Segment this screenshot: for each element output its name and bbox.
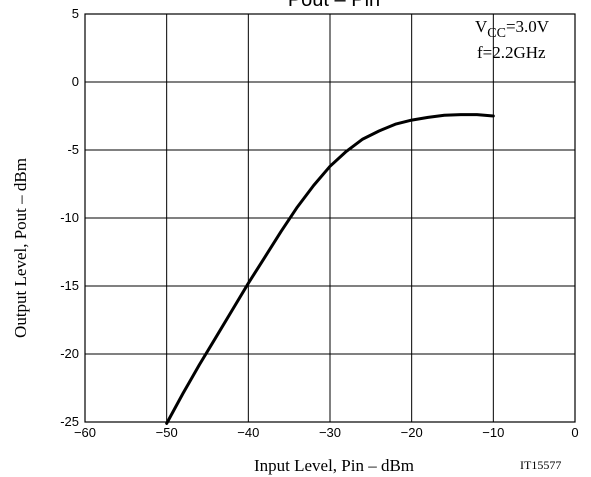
y-axis-label: Output Level, Pout – dBm: [11, 158, 30, 338]
y-tick-label: -15: [60, 278, 79, 293]
x-axis-label: Input Level, Pin – dBm: [254, 456, 414, 475]
y-ticks: 5 0 -5 -10 -15 -20 -25: [60, 6, 79, 429]
y-tick-label: -20: [60, 346, 79, 361]
x-tick-label: −30: [319, 425, 341, 440]
x-tick-label: −40: [237, 425, 259, 440]
y-tick-label: -25: [60, 414, 79, 429]
y-tick-label: -5: [67, 142, 79, 157]
chart-title: Pout – Pin: [288, 0, 380, 11]
x-tick-label: −20: [401, 425, 423, 440]
y-tick-label: -10: [60, 210, 79, 225]
x-tick-label: 0: [571, 425, 578, 440]
vcc-annotation: VCC=3.0V: [475, 17, 550, 41]
x-tick-label: −60: [74, 425, 96, 440]
vcc-prefix: V: [475, 17, 488, 36]
series-curve: [165, 113, 495, 425]
x-tick-label: −10: [482, 425, 504, 440]
grid: [85, 14, 575, 422]
figure-id: IT15577: [520, 458, 561, 472]
vcc-value: =3.0V: [506, 17, 550, 36]
y-tick-label: 5: [72, 6, 79, 21]
x-ticks: −60 −50 −40 −30 −20 −10 0: [74, 425, 579, 440]
plot-frame: [84, 13, 576, 423]
x-tick-label: −50: [156, 425, 178, 440]
svg-text:VCC=3.0V: VCC=3.0V: [475, 17, 550, 41]
frequency-annotation: f=2.2GHz: [477, 43, 546, 62]
vcc-subscript: CC: [487, 26, 506, 41]
y-tick-label: 0: [72, 74, 79, 89]
